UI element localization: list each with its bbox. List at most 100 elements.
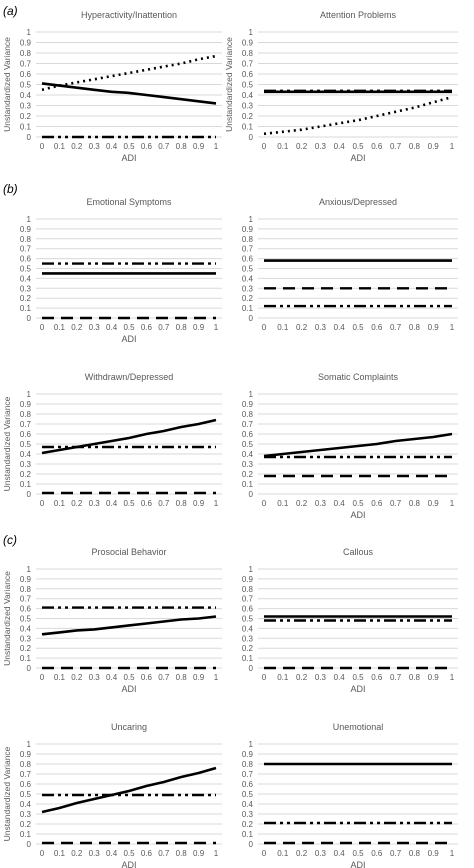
x-tick-label: 0.2 xyxy=(296,142,308,151)
y-tick-label: 0.5 xyxy=(20,615,32,624)
series-line-solid xyxy=(41,418,217,455)
y-tick-label: 0.1 xyxy=(20,830,32,839)
chart-3: Emotional Symptoms00.10.20.30.40.50.60.7… xyxy=(20,197,222,344)
x-tick-label: 0.1 xyxy=(54,499,66,508)
y-tick-label: 1 xyxy=(27,565,32,574)
y-tick-label: 0 xyxy=(249,840,254,849)
x-tick-label: 0 xyxy=(262,673,267,682)
x-tick-label: 0.4 xyxy=(106,849,118,858)
chart-7: Prosocial Behavior00.10.20.30.40.50.60.7… xyxy=(2,547,222,694)
x-tick-label: 0.5 xyxy=(123,849,135,858)
x-tick-label: 0.2 xyxy=(296,499,308,508)
x-tick-label: 0.4 xyxy=(106,323,118,332)
y-tick-label: 0.2 xyxy=(20,294,32,303)
x-tick-label: 0.4 xyxy=(106,142,118,151)
y-tick-label: 0.1 xyxy=(20,304,32,313)
y-tick-label: 0.2 xyxy=(242,644,254,653)
x-tick-label: 0.9 xyxy=(193,323,205,332)
x-tick-label: 0.7 xyxy=(390,849,402,858)
x-tick-label: 0.6 xyxy=(141,142,153,151)
x-axis-label: ADI xyxy=(121,684,136,694)
y-tick-label: 1 xyxy=(249,390,254,399)
y-tick-label: 0.6 xyxy=(242,255,254,264)
y-tick-label: 0.4 xyxy=(242,91,254,100)
chart-title: Hyperactivity/Inattention xyxy=(81,10,177,20)
x-tick-label: 0.9 xyxy=(428,323,440,332)
x-tick-label: 0 xyxy=(40,673,45,682)
y-tick-label: 0.6 xyxy=(20,430,32,439)
y-tick-label: 0.5 xyxy=(242,265,254,274)
x-tick-label: 1 xyxy=(450,142,455,151)
y-tick-label: 0.9 xyxy=(242,400,254,409)
y-tick-label: 0.8 xyxy=(242,760,254,769)
y-tick-label: 0.8 xyxy=(20,585,32,594)
x-tick-label: 0.6 xyxy=(371,499,383,508)
y-tick-label: 0.6 xyxy=(242,70,254,79)
y-tick-label: 0.4 xyxy=(20,91,32,100)
y-tick-label: 0.7 xyxy=(242,60,254,69)
x-tick-label: 0 xyxy=(262,142,267,151)
y-tick-label: 0.4 xyxy=(20,624,32,633)
x-axis-label: ADI xyxy=(350,860,365,868)
chart-title: Emotional Symptoms xyxy=(86,197,172,207)
y-tick-label: 0.5 xyxy=(20,81,32,90)
x-tick-label: 0.2 xyxy=(71,673,83,682)
y-tick-label: 0 xyxy=(249,314,254,323)
chart-title: Uncaring xyxy=(111,722,147,732)
x-tick-label: 0.1 xyxy=(277,849,289,858)
x-tick-label: 0.9 xyxy=(428,673,440,682)
x-tick-label: 0.5 xyxy=(123,142,135,151)
y-tick-label: 0.7 xyxy=(242,770,254,779)
x-tick-label: 0.1 xyxy=(277,323,289,332)
y-tick-label: 0.1 xyxy=(20,123,32,132)
x-tick-label: 0 xyxy=(40,499,45,508)
y-tick-label: 0 xyxy=(249,490,254,499)
x-tick-label: 0.3 xyxy=(89,323,101,332)
y-axis-label: Unstandardized Variance xyxy=(2,746,12,841)
y-tick-label: 0.2 xyxy=(20,820,32,829)
y-tick-label: 0.8 xyxy=(242,410,254,419)
y-tick-label: 1 xyxy=(249,565,254,574)
y-tick-label: 0.7 xyxy=(20,60,32,69)
y-tick-label: 0.3 xyxy=(242,634,254,643)
y-tick-label: 0.6 xyxy=(242,605,254,614)
y-tick-label: 1 xyxy=(249,740,254,749)
x-tick-label: 0.7 xyxy=(158,673,170,682)
series-line-solid xyxy=(41,766,217,814)
chart-2: Attention Problems00.10.20.30.40.50.60.7… xyxy=(224,10,458,163)
x-tick-label: 0 xyxy=(40,323,45,332)
x-tick-label: 0.2 xyxy=(71,323,83,332)
y-tick-label: 0.9 xyxy=(20,575,32,584)
chart-10: Unemotional00.10.20.30.40.50.60.70.80.91… xyxy=(242,722,458,868)
y-tick-label: 0.1 xyxy=(242,480,254,489)
y-tick-label: 0.8 xyxy=(242,235,254,244)
series-line-solid xyxy=(263,432,453,458)
x-tick-label: 0.8 xyxy=(409,142,421,151)
x-tick-label: 0.8 xyxy=(176,142,188,151)
y-tick-label: 0.9 xyxy=(242,750,254,759)
y-tick-label: 0.7 xyxy=(242,595,254,604)
y-axis-label: Unstandardized Variance xyxy=(2,37,12,132)
y-tick-label: 1 xyxy=(249,215,254,224)
x-tick-label: 0.5 xyxy=(352,323,364,332)
x-tick-label: 0.3 xyxy=(315,673,327,682)
y-tick-label: 0.3 xyxy=(242,284,254,293)
x-tick-label: 0.7 xyxy=(158,323,170,332)
x-tick-label: 0.5 xyxy=(123,323,135,332)
y-tick-label: 0.6 xyxy=(20,255,32,264)
x-tick-label: 0.7 xyxy=(390,142,402,151)
x-tick-label: 0.8 xyxy=(176,849,188,858)
y-tick-label: 0.4 xyxy=(20,800,32,809)
x-tick-label: 0.8 xyxy=(176,673,188,682)
x-axis-label: ADI xyxy=(121,860,136,868)
x-tick-label: 0.6 xyxy=(371,849,383,858)
chart-1: Hyperactivity/Inattention00.10.20.30.40.… xyxy=(2,10,222,163)
x-tick-label: 0.5 xyxy=(352,673,364,682)
y-tick-label: 0.6 xyxy=(20,780,32,789)
x-axis-label: ADI xyxy=(121,334,136,344)
y-tick-label: 0 xyxy=(27,490,32,499)
y-tick-label: 0.7 xyxy=(242,420,254,429)
x-tick-label: 0.1 xyxy=(54,142,66,151)
